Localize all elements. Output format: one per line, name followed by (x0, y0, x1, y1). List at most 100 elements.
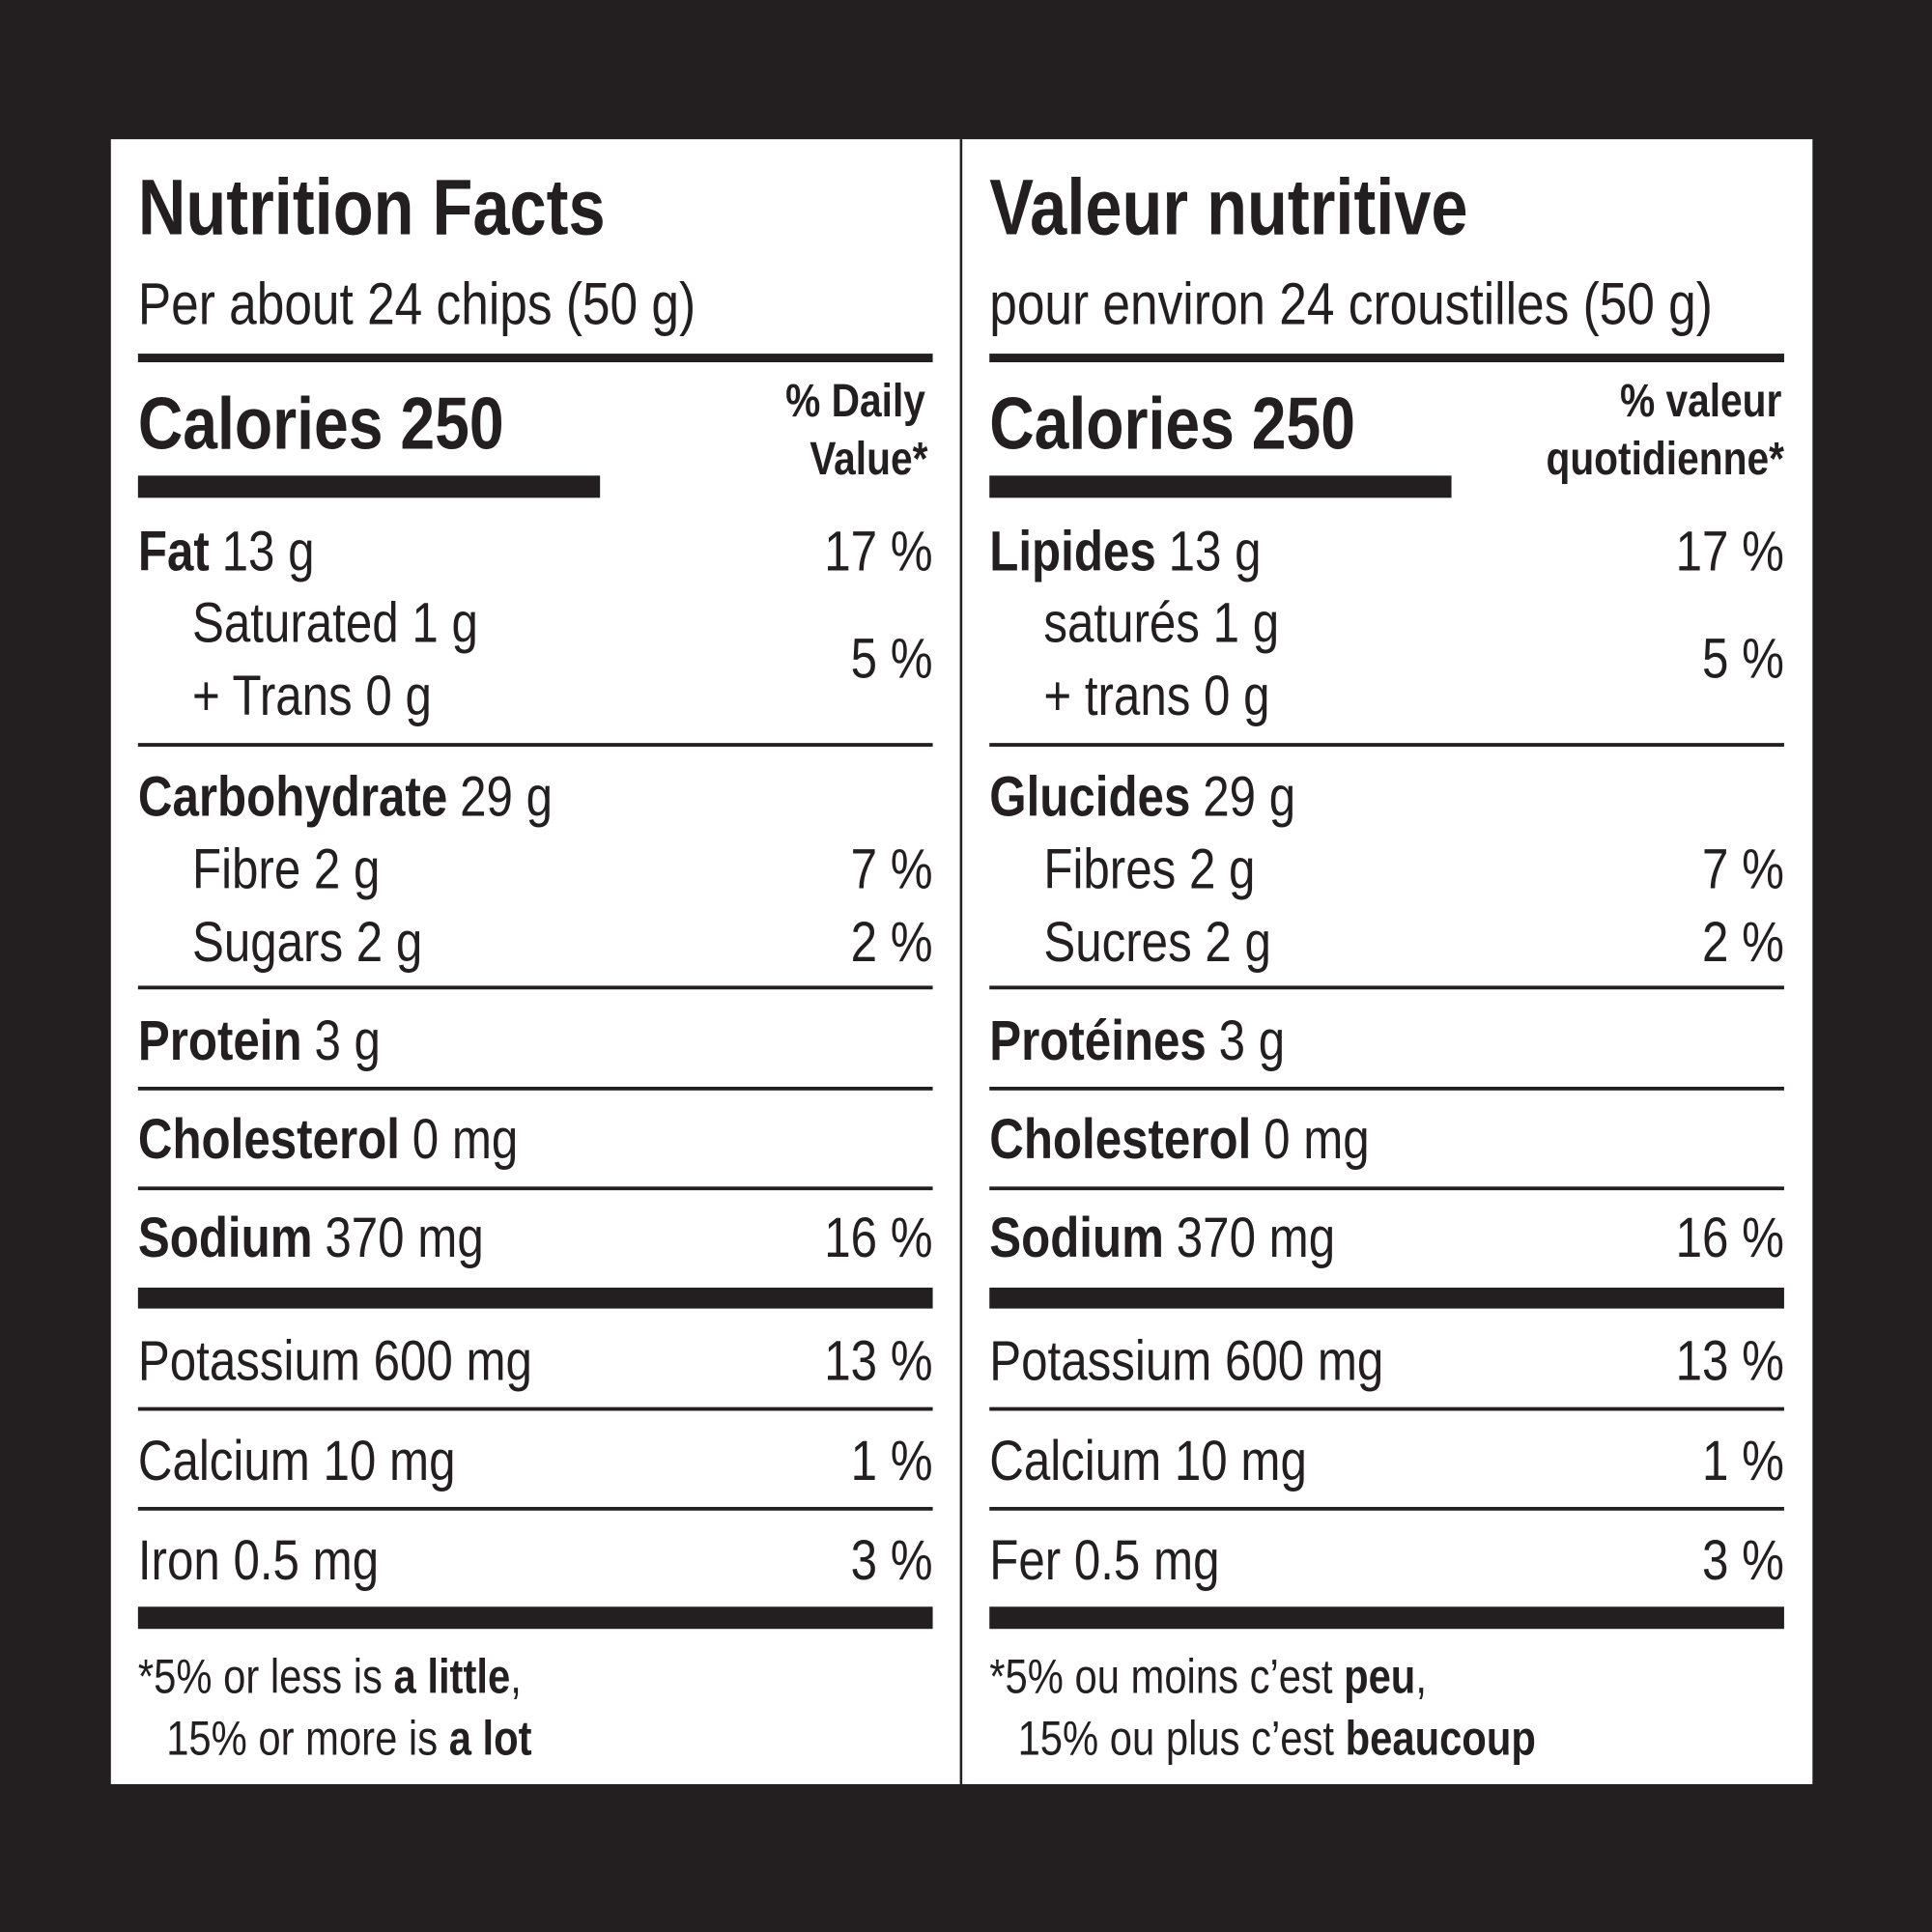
dv: 17 % (1676, 521, 1784, 583)
footnote-part: a little (393, 1649, 510, 1703)
nutrient-amount: 3 g (314, 1009, 381, 1072)
calcium: Calcium 10 mg (138, 1430, 456, 1492)
footnote-part: a lot (449, 1711, 532, 1765)
nutrient-name: Cholesterol (989, 1108, 1251, 1171)
rule (137, 743, 933, 747)
rule (137, 475, 601, 498)
title: Valeur nutritive (989, 163, 1467, 251)
rule (989, 1406, 1784, 1411)
rule (989, 1606, 1784, 1630)
saturated: Saturated 1 g (192, 592, 478, 655)
trans: + Trans 0 g (192, 665, 432, 727)
sugars: Sucres 2 g (1043, 911, 1271, 974)
sodium: Sodium 370 mg (138, 1207, 484, 1269)
nutrient-amount: 0 mg (412, 1108, 519, 1171)
nutrient-amount: 13 g (222, 521, 315, 583)
dv: 17 % (824, 521, 932, 583)
rule (137, 354, 933, 362)
serving-size: pour environ 24 croustilles (50 g) (989, 270, 1713, 336)
dv: 5 % (851, 628, 933, 691)
nutrient-name: Carbohydrate (138, 765, 447, 828)
dv: 16 % (824, 1207, 932, 1269)
divider (959, 139, 963, 1784)
nutrient-amount: 3 g (1219, 1009, 1286, 1072)
nutrient-name: Sodium (989, 1207, 1164, 1269)
protein: Protein 3 g (138, 1009, 381, 1072)
fat: Lipides 13 g (989, 521, 1261, 583)
fat: Fat 13 g (138, 521, 315, 583)
nutrient-name: Glucides (989, 765, 1190, 828)
trans: + trans 0 g (1043, 665, 1269, 727)
potassium: Potassium 600 mg (138, 1330, 532, 1393)
sodium: Sodium 370 mg (989, 1207, 1335, 1269)
nutrient-name: Sodium (138, 1207, 313, 1269)
iron: Fer 0.5 mg (989, 1529, 1219, 1592)
nutrient-amount: 29 g (460, 765, 553, 828)
footnote: *5% ou moins c’est peu, (989, 1649, 1427, 1703)
footnote-part: *5% or less is (138, 1649, 394, 1703)
footnote-part: *5% ou moins c’est (989, 1649, 1344, 1703)
calcium: Calcium 10 mg (989, 1430, 1307, 1492)
dv: 13 % (824, 1330, 932, 1393)
rule (137, 1406, 933, 1411)
dv-heading: quotidienne* (1546, 433, 1784, 485)
rule (137, 1087, 933, 1091)
rule (137, 1506, 933, 1511)
footnote-part: , (1415, 1649, 1427, 1703)
rule (989, 743, 1784, 747)
dv: 3 % (1702, 1529, 1784, 1592)
dv: 13 % (1676, 1330, 1784, 1393)
dv: 1 % (851, 1430, 933, 1492)
rule (989, 1186, 1784, 1191)
iron: Iron 0.5 mg (138, 1529, 379, 1592)
nutrient-amount: 370 mg (325, 1207, 483, 1269)
rule (137, 1606, 933, 1630)
nutrient-name: Fat (138, 521, 210, 583)
calories: Calories 250 (138, 382, 504, 465)
protein: Protéines 3 g (989, 1009, 1285, 1072)
dv: 7 % (851, 838, 933, 901)
dv: 2 % (851, 911, 933, 974)
calories: Calories 250 (989, 382, 1355, 465)
footnote: 15% or more is a lot (166, 1711, 531, 1765)
fibre: Fibre 2 g (192, 838, 380, 901)
footnote-part: 15% or more is (166, 1711, 449, 1765)
dv-heading: % Daily (785, 375, 925, 427)
nutrient-amount: 13 g (1169, 521, 1262, 583)
footnote-part: peu (1344, 1649, 1415, 1703)
rule (989, 1506, 1784, 1511)
rule (137, 1186, 933, 1191)
dv: 2 % (1702, 911, 1784, 974)
footnote-part: , (510, 1649, 522, 1703)
saturated: saturés 1 g (1043, 592, 1279, 655)
footnote-part: 15% ou plus c’est (1018, 1711, 1346, 1765)
sugars: Sugars 2 g (192, 911, 422, 974)
carbohydrate: Carbohydrate 29 g (138, 765, 553, 828)
nutrient-name: Cholesterol (138, 1108, 400, 1171)
nutrient-name: Lipides (989, 521, 1155, 583)
rule (989, 475, 1452, 498)
nutrient-name: Protein (138, 1009, 302, 1072)
rule (137, 1287, 933, 1309)
nutrient-amount: 370 mg (1177, 1207, 1335, 1269)
dv: 16 % (1676, 1207, 1784, 1269)
dv: 3 % (851, 1529, 933, 1592)
nutrient-amount: 29 g (1203, 765, 1295, 828)
rule (989, 1287, 1784, 1309)
cholesterol: Cholesterol 0 mg (989, 1108, 1369, 1171)
dv: 1 % (1702, 1430, 1784, 1492)
dv: 7 % (1702, 838, 1784, 901)
serving-size: Per about 24 chips (50 g) (138, 270, 696, 336)
footnote: *5% or less is a little, (138, 1649, 522, 1703)
carbohydrate: Glucides 29 g (989, 765, 1295, 828)
footnote-part: beaucoup (1346, 1711, 1536, 1765)
rule (137, 985, 933, 990)
rule (989, 1087, 1784, 1091)
fibre: Fibres 2 g (1043, 838, 1255, 901)
dv-heading: % valeur (1620, 375, 1781, 427)
title: Nutrition Facts (138, 163, 606, 251)
footnote: 15% ou plus c’est beaucoup (1018, 1711, 1536, 1765)
dv-heading: Value* (810, 433, 928, 485)
dv: 5 % (1702, 628, 1784, 691)
